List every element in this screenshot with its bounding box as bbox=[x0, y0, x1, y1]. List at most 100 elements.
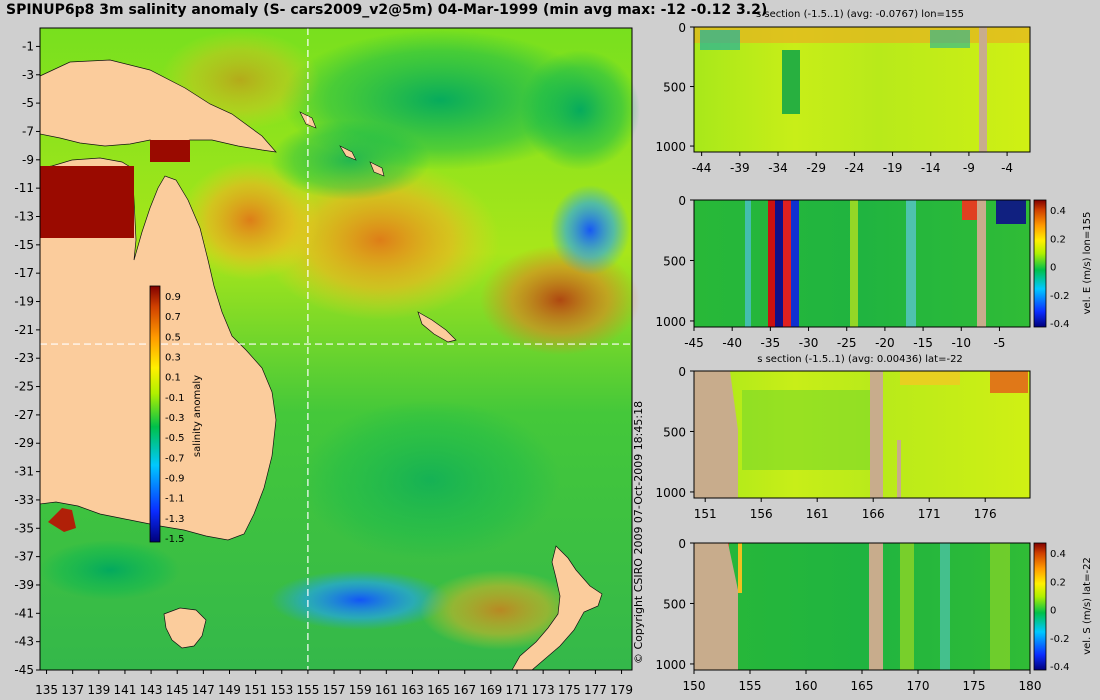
section-2-x-tick-label: -15 bbox=[913, 336, 933, 350]
map-y-tick-label: -25 bbox=[14, 380, 34, 394]
section-4-x-tick-label: 170 bbox=[907, 679, 930, 693]
map-y-tick-label: -45 bbox=[14, 663, 34, 677]
map-y-tick-label: -31 bbox=[14, 465, 34, 479]
map-colorbar-tick-label: -0.9 bbox=[165, 474, 185, 485]
section-2-colorbar-ticks: 0.4 0.2 0 -0.2 -0.4 bbox=[1050, 206, 1070, 330]
map-colorbar-tick-label: -0.7 bbox=[165, 453, 185, 464]
map-anomaly-patch bbox=[40, 166, 134, 238]
section-3-panel: s section (-1.5..1) (avg: 0.00436) lat=-… bbox=[655, 354, 1031, 521]
section-3-y-tick-label: 0 bbox=[678, 365, 686, 379]
section-3-land bbox=[694, 371, 738, 498]
map-y-tick-label: -5 bbox=[22, 96, 34, 110]
section-2-y-tick-label: 1000 bbox=[655, 315, 686, 329]
section-1-x-tick-label: -39 bbox=[730, 161, 750, 175]
map-x-tick-label: 159 bbox=[349, 683, 372, 697]
section-2-velocity-band bbox=[745, 200, 751, 327]
section-2-velocity-band bbox=[906, 200, 916, 327]
map-x-tick-label: 157 bbox=[323, 683, 346, 697]
section-4-colorbar-ticks: 0.4 0.2 0 -0.2 -0.4 bbox=[1050, 549, 1070, 673]
section-4-x-tick-label: 155 bbox=[739, 679, 762, 693]
section-1-anomaly-patch bbox=[700, 30, 740, 50]
section-3-anomaly-patch bbox=[742, 390, 872, 470]
section-1-x-tick-label: -19 bbox=[883, 161, 903, 175]
map-anomaly-patch bbox=[40, 540, 180, 600]
map-y-axis: -1 -3 -5 -7 -9 -11 -13 -15 -17 -19 -21 -23 -25 -27 -29… bbox=[14, 39, 40, 677]
section-2-colorbar-tick-label: -0.4 bbox=[1050, 319, 1070, 330]
land-tasmania bbox=[163, 607, 207, 649]
map-anomaly-patch bbox=[150, 140, 190, 162]
section-2-x-tick-label: -25 bbox=[837, 336, 857, 350]
section-1-x-tick-label: -4 bbox=[1001, 161, 1013, 175]
section-4-x-axis: 150 155 160 165 170 175 180 bbox=[683, 670, 1041, 693]
land-new-guinea bbox=[39, 59, 277, 153]
section-2-x-tick-label: -35 bbox=[761, 336, 781, 350]
land-new-caledonia bbox=[417, 311, 457, 343]
map-y-tick-label: -23 bbox=[14, 351, 34, 365]
section-3-x-axis: 151 156 161 166 171 176 bbox=[694, 498, 997, 521]
map-anomaly-patch bbox=[270, 120, 430, 200]
section-4-land bbox=[869, 543, 883, 670]
map-x-tick-label: 163 bbox=[401, 683, 424, 697]
section-3-land bbox=[897, 440, 901, 498]
map-anomaly-patch bbox=[550, 185, 630, 275]
map-anomaly-patch bbox=[180, 160, 320, 280]
section-3-y-axis: 0 500 1000 bbox=[655, 365, 694, 500]
section-1-y-tick-label: 0 bbox=[678, 21, 686, 35]
section-1-panel: s section (-1.5..1) (avg: -0.0767) lon=1… bbox=[655, 9, 1031, 175]
map-x-tick-label: 143 bbox=[140, 683, 163, 697]
section-2-velocity-band bbox=[768, 200, 775, 327]
section-2-velocity-band bbox=[962, 200, 978, 220]
map-anomaly-patch bbox=[260, 160, 500, 320]
section-1-anomaly-patch bbox=[782, 50, 800, 114]
map-colorbar-tick-label: -0.1 bbox=[165, 393, 185, 404]
section-4-colorbar-tick-label: -0.4 bbox=[1050, 662, 1070, 673]
map-anomaly-patch bbox=[48, 508, 76, 532]
section-2-velocity-band bbox=[850, 200, 858, 327]
section-4-land bbox=[694, 543, 738, 670]
map-x-tick-label: 137 bbox=[61, 683, 84, 697]
section-4-colorbar bbox=[1033, 542, 1047, 671]
section-3-x-tick-label: 176 bbox=[974, 507, 997, 521]
section-2-colorbar-tick-label: 0.2 bbox=[1050, 234, 1066, 245]
map-y-tick-label: -7 bbox=[22, 124, 34, 138]
map-y-tick-label: -21 bbox=[14, 323, 34, 337]
map-y-tick-label: -19 bbox=[14, 295, 34, 309]
section-2-x-tick-label: -45 bbox=[684, 336, 704, 350]
section-3-x-tick-label: 161 bbox=[806, 507, 829, 521]
map-colorbar-tick-label: -0.5 bbox=[165, 433, 185, 444]
section-2-x-tick-label: -30 bbox=[799, 336, 819, 350]
section-4-x-tick-label: 175 bbox=[963, 679, 986, 693]
section-1-x-tick-label: -24 bbox=[845, 161, 865, 175]
section-3-y-tick-label: 500 bbox=[663, 425, 686, 439]
map-x-tick-label: 145 bbox=[166, 683, 189, 697]
map-x-tick-label: 169 bbox=[479, 683, 502, 697]
map-x-tick-label: 177 bbox=[584, 683, 607, 697]
section-4-colorbar-label: vel. S (m/s) lat=-22 bbox=[1082, 557, 1093, 655]
section-4-x-tick-label: 150 bbox=[683, 679, 706, 693]
map-colorbar-tick-label: 0.7 bbox=[165, 312, 181, 323]
section-2-colorbar-tick-label: 0 bbox=[1050, 263, 1056, 274]
map-colorbar-tick-label: -1.3 bbox=[165, 514, 185, 525]
section-4-velocity-band bbox=[738, 543, 742, 593]
map-y-tick-label: -39 bbox=[14, 578, 34, 592]
section-4-colorbar-tick-label: -0.2 bbox=[1050, 634, 1070, 645]
section-1-frame bbox=[693, 26, 1031, 153]
map-x-tick-label: 173 bbox=[532, 683, 555, 697]
map-x-tick-label: 171 bbox=[506, 683, 529, 697]
map-x-tick-label: 151 bbox=[244, 683, 267, 697]
map-y-tick-label: -1 bbox=[22, 39, 34, 53]
section-4-colorbar-tick-label: 0.4 bbox=[1050, 549, 1066, 560]
section-3-x-tick-label: 156 bbox=[750, 507, 773, 521]
map-anomaly-patch bbox=[300, 400, 560, 560]
map-colorbar-tick-label: -0.3 bbox=[165, 413, 185, 424]
section-2-x-tick-label: -40 bbox=[722, 336, 742, 350]
map-x-tick-label: 155 bbox=[296, 683, 319, 697]
map-x-axis: 135 137 139 141 143 145 147 149 151 153 155 157 159 1… bbox=[35, 670, 633, 697]
map-frame bbox=[39, 27, 633, 671]
section-4-y-tick-label: 500 bbox=[663, 597, 686, 611]
map-x-tick-label: 147 bbox=[192, 683, 215, 697]
section-1-anomaly-patch bbox=[930, 30, 970, 48]
section-2-land bbox=[977, 200, 986, 327]
